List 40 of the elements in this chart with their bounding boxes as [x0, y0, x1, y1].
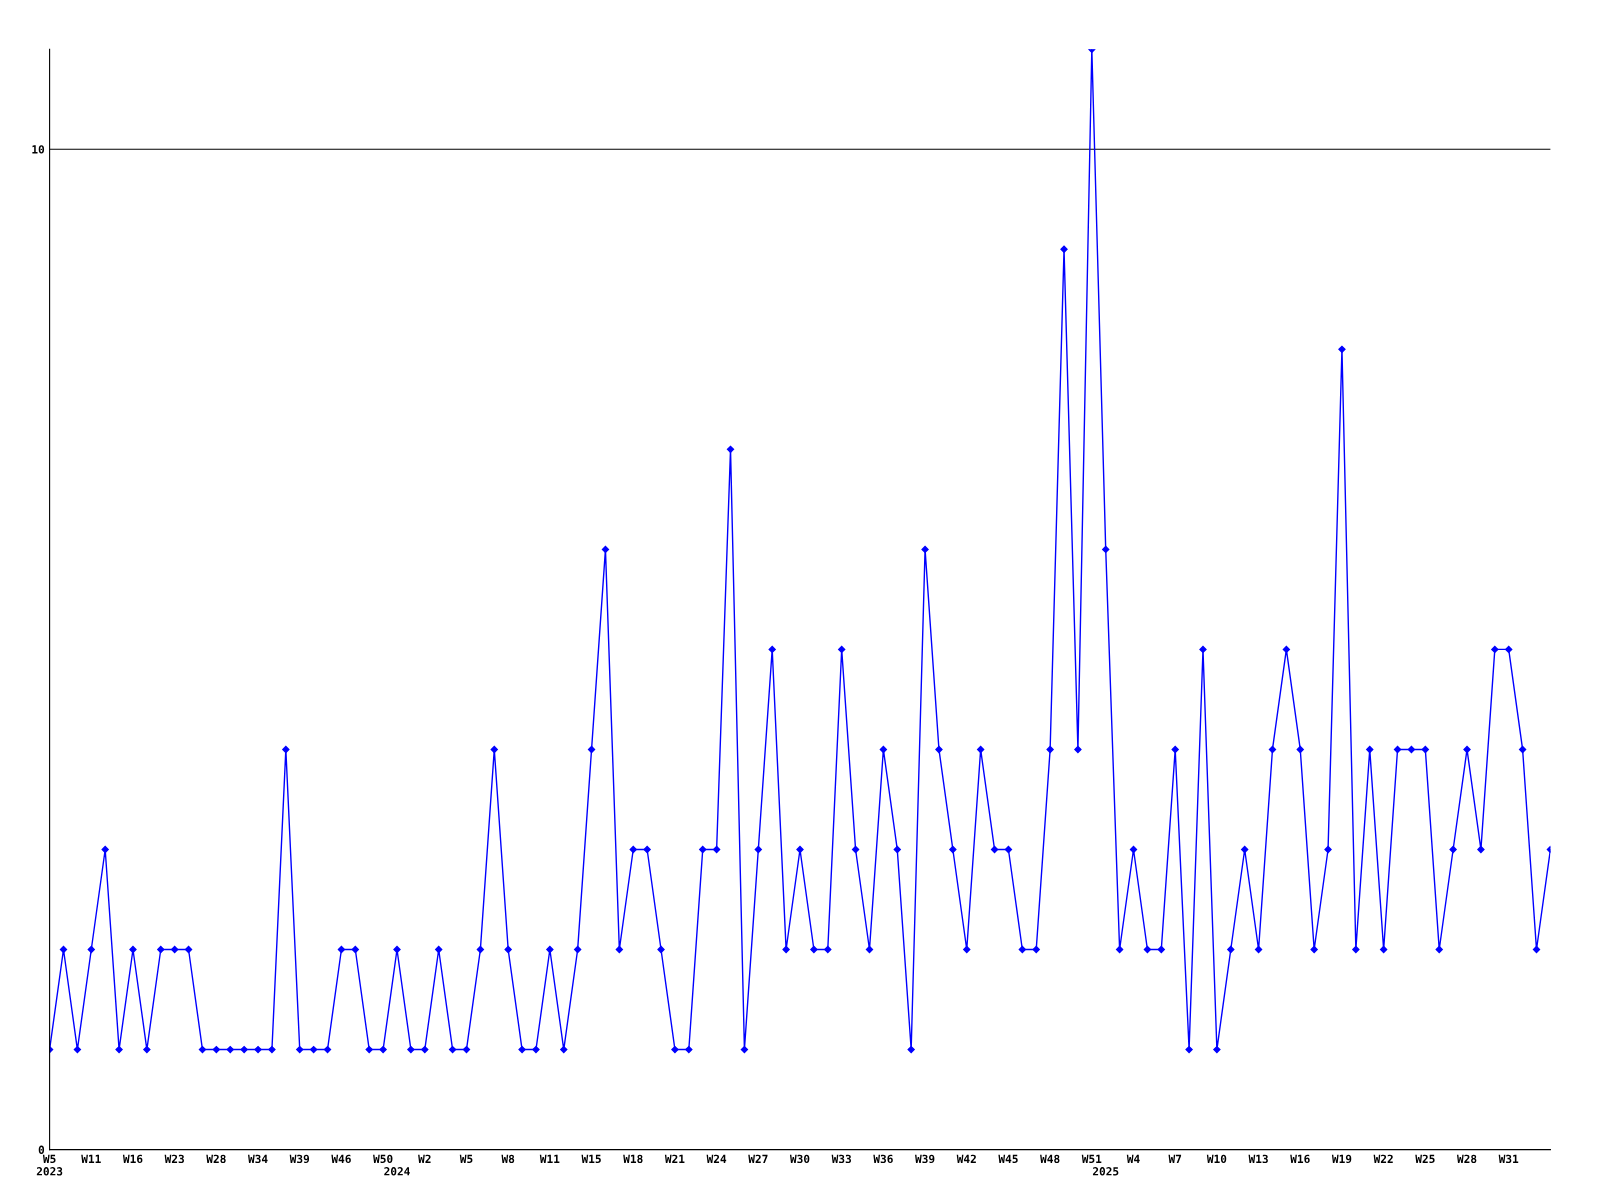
x-tick-label: W25 — [1415, 1154, 1435, 1164]
x-tick-label: W19 — [1331, 1154, 1352, 1164]
x-tick-label: W34 — [248, 1154, 268, 1164]
x-tick-label: W11 — [81, 1154, 101, 1163]
x-tick-label: W11 — [539, 1154, 560, 1163]
x-tick-label: W4 — [1126, 1154, 1140, 1163]
x-tick-label: W33 — [831, 1154, 851, 1164]
x-tick-label: 2024 — [384, 1167, 410, 1176]
x-tick-label: W28 — [1456, 1154, 1477, 1164]
x-tick-label: W2 — [418, 1154, 431, 1163]
x-tick-label: W39 — [289, 1154, 310, 1164]
x-tick-label: W31 — [1498, 1154, 1519, 1164]
x-tick-label: W27 — [748, 1154, 768, 1163]
y-tick-label: 10 — [32, 145, 45, 154]
x-tick-label: W16 — [122, 1154, 143, 1164]
x-tick-label: W18 — [623, 1154, 643, 1164]
x-tick-label: W5 2023 — [36, 1154, 63, 1176]
x-tick-label: 2025 — [1092, 1167, 1119, 1176]
x-tick-label: W46 — [331, 1154, 351, 1164]
x-tick-label: W39 — [915, 1154, 935, 1164]
x-tick-label: W10 — [1206, 1154, 1227, 1164]
x-tick-label: W5 — [459, 1154, 473, 1164]
x-tick-label: W8 — [501, 1154, 515, 1164]
x-tick-label: W7 — [1168, 1154, 1182, 1163]
x-tick-label: W15 — [581, 1154, 601, 1164]
y-tick-label: 0 — [38, 1145, 45, 1154]
x-tick-label: W21 — [664, 1154, 685, 1163]
x-tick-label: W22 — [1373, 1154, 1393, 1163]
x-tick-label: W24 — [706, 1154, 727, 1163]
x-tick-label: W48 — [1040, 1154, 1060, 1164]
x-tick-label: W16 — [1290, 1154, 1310, 1164]
x-tick-label: W50 — [373, 1154, 393, 1164]
x-tick-label: W30 — [789, 1154, 810, 1164]
x-tick-label: W45 — [998, 1154, 1018, 1164]
x-tick-label: W51 — [1081, 1154, 1102, 1164]
x-tick-label: W36 — [873, 1154, 893, 1164]
x-tick-label: W13 — [1248, 1154, 1268, 1164]
x-tick-label: W28 — [206, 1154, 226, 1164]
x-tick-label: W23 — [164, 1154, 184, 1164]
x-tick-label: W42 — [956, 1154, 976, 1163]
